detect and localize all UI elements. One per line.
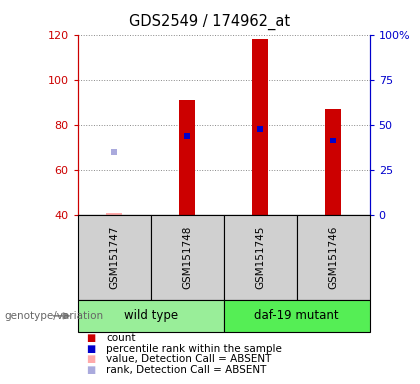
Text: GSM151748: GSM151748 [182,225,192,289]
Text: wild type: wild type [123,310,178,322]
Text: daf-19 mutant: daf-19 mutant [255,310,339,322]
Text: ■: ■ [86,365,95,375]
Text: percentile rank within the sample: percentile rank within the sample [106,344,282,354]
Text: ■: ■ [86,333,95,343]
Bar [297,215,370,300]
Bar [325,109,341,215]
Text: ■: ■ [86,344,95,354]
Text: GSM151746: GSM151746 [328,225,338,289]
Bar [179,100,195,215]
Bar [224,215,297,300]
Text: count: count [106,333,136,343]
Bar [106,213,122,215]
Bar [224,300,370,332]
Text: GDS2549 / 174962_at: GDS2549 / 174962_at [129,13,291,30]
Text: GSM151745: GSM151745 [255,225,265,289]
Bar [78,215,151,300]
Text: rank, Detection Call = ABSENT: rank, Detection Call = ABSENT [106,365,267,375]
Bar [78,300,224,332]
Text: genotype/variation: genotype/variation [4,311,103,321]
Bar [111,149,117,155]
Bar [184,133,190,139]
Bar [151,215,224,300]
Text: ■: ■ [86,354,95,364]
Bar [257,126,263,132]
Bar [252,39,268,215]
Text: GSM151747: GSM151747 [109,225,119,289]
Bar [330,138,336,143]
Text: value, Detection Call = ABSENT: value, Detection Call = ABSENT [106,354,272,364]
